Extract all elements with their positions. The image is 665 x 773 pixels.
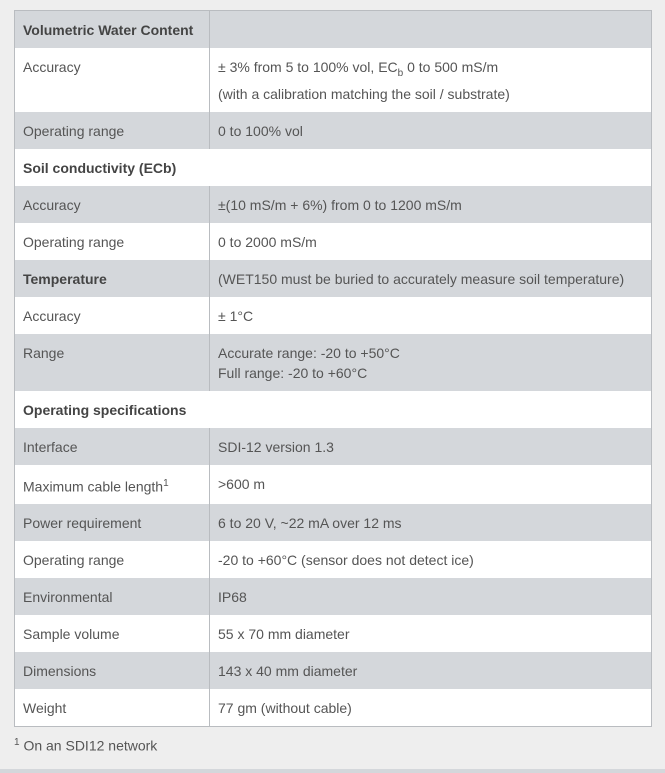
value-text: ± 3% from 5 to 100% vol, EC bbox=[218, 59, 398, 75]
table-row: Power requirement 6 to 20 V, ~22 mA over … bbox=[14, 504, 652, 542]
row-label-text: Temperature bbox=[23, 270, 107, 287]
table-row: Operating range 0 to 100% vol bbox=[14, 111, 652, 149]
value-line: 0 to 2000 mS/m bbox=[218, 233, 317, 250]
row-value: >600 m bbox=[210, 465, 652, 505]
table-row: Interface SDI-12 version 1.3 bbox=[14, 427, 652, 465]
row-label: Range bbox=[14, 333, 210, 391]
row-label: Accuracy bbox=[14, 185, 210, 223]
row-label: Power requirement bbox=[14, 504, 210, 542]
row-label-text: Weight bbox=[23, 700, 67, 717]
table-row: Volumetric Water Content bbox=[14, 10, 652, 49]
row-label: Environmental bbox=[14, 578, 210, 616]
row-value: (WET150 must be buried to accurately mea… bbox=[210, 260, 652, 297]
section-heading: Soil conductivity (ECb) bbox=[23, 159, 177, 176]
table-row: Accuracy ± 3% from 5 to 100% vol, ECb 0 t… bbox=[14, 48, 652, 112]
table-row: Maximum cable length1 >600 m bbox=[14, 464, 652, 505]
row-label: Operating range bbox=[14, 222, 210, 260]
value-line: ± 1°C bbox=[218, 307, 254, 324]
value-line: 77 gm (without cable) bbox=[218, 700, 352, 717]
row-label: Accuracy bbox=[14, 296, 210, 334]
value-subscript: b bbox=[397, 67, 404, 79]
row-value: SDI-12 version 1.3 bbox=[210, 428, 652, 465]
table-row: Accuracy ±(10 mS/m + 6%) from 0 to 1200 m… bbox=[14, 185, 652, 223]
row-value: Accurate range: -20 to +50°C Full range: … bbox=[210, 334, 652, 391]
value-line: 55 x 70 mm diameter bbox=[218, 626, 350, 643]
table-row: Operating range 0 to 2000 mS/m bbox=[14, 222, 652, 260]
row-value: -20 to +60°C (sensor does not detect ice… bbox=[210, 541, 652, 578]
table-row: Sample volume 55 x 70 mm diameter bbox=[14, 615, 652, 653]
value-line: IP68 bbox=[218, 589, 247, 606]
table-row: Weight 77 gm (without cable) bbox=[14, 689, 652, 727]
footnote-text: On an SDI12 network bbox=[19, 737, 158, 754]
footnote: 1 On an SDI12 network bbox=[14, 737, 157, 754]
table-row: Temperature (WET150 must be buried to acc… bbox=[14, 259, 652, 297]
value-line: ± 3% from 5 to 100% vol, ECb 0 to 500 mS… bbox=[218, 57, 643, 84]
table-row: Environmental IP68 bbox=[14, 578, 652, 616]
value-line: SDI-12 version 1.3 bbox=[218, 438, 334, 455]
row-label-text: Maximum cable length bbox=[23, 478, 164, 495]
value-line: 6 to 20 V, ~22 mA over 12 ms bbox=[218, 515, 402, 532]
value-line-2: Full range: -20 to +60°C bbox=[218, 364, 368, 381]
row-label-text: Range bbox=[23, 344, 65, 361]
footnote-marker: 1 bbox=[14, 737, 20, 748]
row-label: Interface bbox=[14, 427, 210, 465]
table-row: Operating specifications bbox=[14, 390, 652, 428]
table-row: Accuracy ± 1°C bbox=[14, 296, 652, 334]
row-label-text: Dimensions bbox=[23, 663, 97, 680]
table-row: Dimensions 143 x 40 mm diameter bbox=[14, 652, 652, 690]
row-label: Temperature bbox=[14, 259, 210, 297]
value-line: (WET150 must be buried to accurately mea… bbox=[218, 270, 625, 287]
row-label: Dimensions bbox=[14, 652, 210, 690]
row-label-text: Accuracy bbox=[23, 59, 81, 75]
row-label-text: Volumetric Water Content bbox=[23, 22, 194, 38]
row-label: Weight bbox=[14, 689, 210, 727]
value-text: 0 to 500 mS/m bbox=[403, 59, 499, 75]
row-label-text: Sample volume bbox=[23, 626, 120, 643]
row-label-text: Operating range bbox=[23, 552, 125, 569]
table-row: Soil conductivity (ECb) bbox=[14, 148, 652, 186]
value-line: Accurate range: -20 to +50°C bbox=[218, 344, 400, 361]
row-label: Operating range bbox=[14, 541, 210, 579]
row-value bbox=[210, 11, 652, 49]
footnote-reference: 1 bbox=[163, 477, 169, 489]
value-line: 143 x 40 mm diameter bbox=[218, 663, 358, 680]
row-value: ± 1°C bbox=[210, 297, 652, 334]
section-heading: Operating specifications bbox=[23, 401, 187, 418]
row-value: 143 x 40 mm diameter bbox=[210, 652, 652, 689]
row-label-text: Environmental bbox=[23, 589, 113, 606]
row-value: IP68 bbox=[210, 578, 652, 615]
row-label-text: Operating range bbox=[23, 122, 125, 139]
row-value: 55 x 70 mm diameter bbox=[210, 615, 652, 652]
value-line: 0 to 100% vol bbox=[218, 122, 303, 139]
bottom-bar bbox=[0, 769, 665, 773]
row-label-text: Accuracy bbox=[23, 307, 81, 324]
table-row: Range Accurate range: -20 to +50°C Full ra… bbox=[14, 333, 652, 391]
row-label: Volumetric Water Content bbox=[14, 10, 210, 48]
table-row: Operating range -20 to +60°C (sensor does… bbox=[14, 541, 652, 579]
row-value: ±(10 mS/m + 6%) from 0 to 1200 mS/m bbox=[210, 186, 652, 223]
row-label: Operating range bbox=[14, 111, 210, 149]
value-line: >600 m bbox=[218, 475, 266, 492]
row-value: 0 to 100% vol bbox=[210, 112, 652, 149]
row-value: ± 3% from 5 to 100% vol, ECb 0 to 500 mS… bbox=[210, 48, 652, 112]
value-line: ±(10 mS/m + 6%) from 0 to 1200 mS/m bbox=[218, 196, 462, 213]
row-value: 0 to 2000 mS/m bbox=[210, 223, 652, 260]
row-label: Maximum cable length1 bbox=[14, 464, 210, 505]
row-label-text: Operating range bbox=[23, 233, 125, 250]
value-line-2: (with a calibration matching the soil / … bbox=[218, 85, 510, 102]
row-value: 77 gm (without cable) bbox=[210, 689, 652, 727]
value-line: -20 to +60°C (sensor does not detect ice… bbox=[218, 552, 474, 569]
row-value: 6 to 20 V, ~22 mA over 12 ms bbox=[210, 504, 652, 541]
row-label: Sample volume bbox=[14, 615, 210, 653]
specifications-table: Volumetric Water Content Accuracy ± 3% fro… bbox=[14, 10, 652, 728]
row-label-text: Interface bbox=[23, 438, 78, 455]
row-label-text: Accuracy bbox=[23, 196, 81, 213]
row-label-text: Power requirement bbox=[23, 515, 142, 532]
row-label: Accuracy bbox=[14, 48, 210, 112]
